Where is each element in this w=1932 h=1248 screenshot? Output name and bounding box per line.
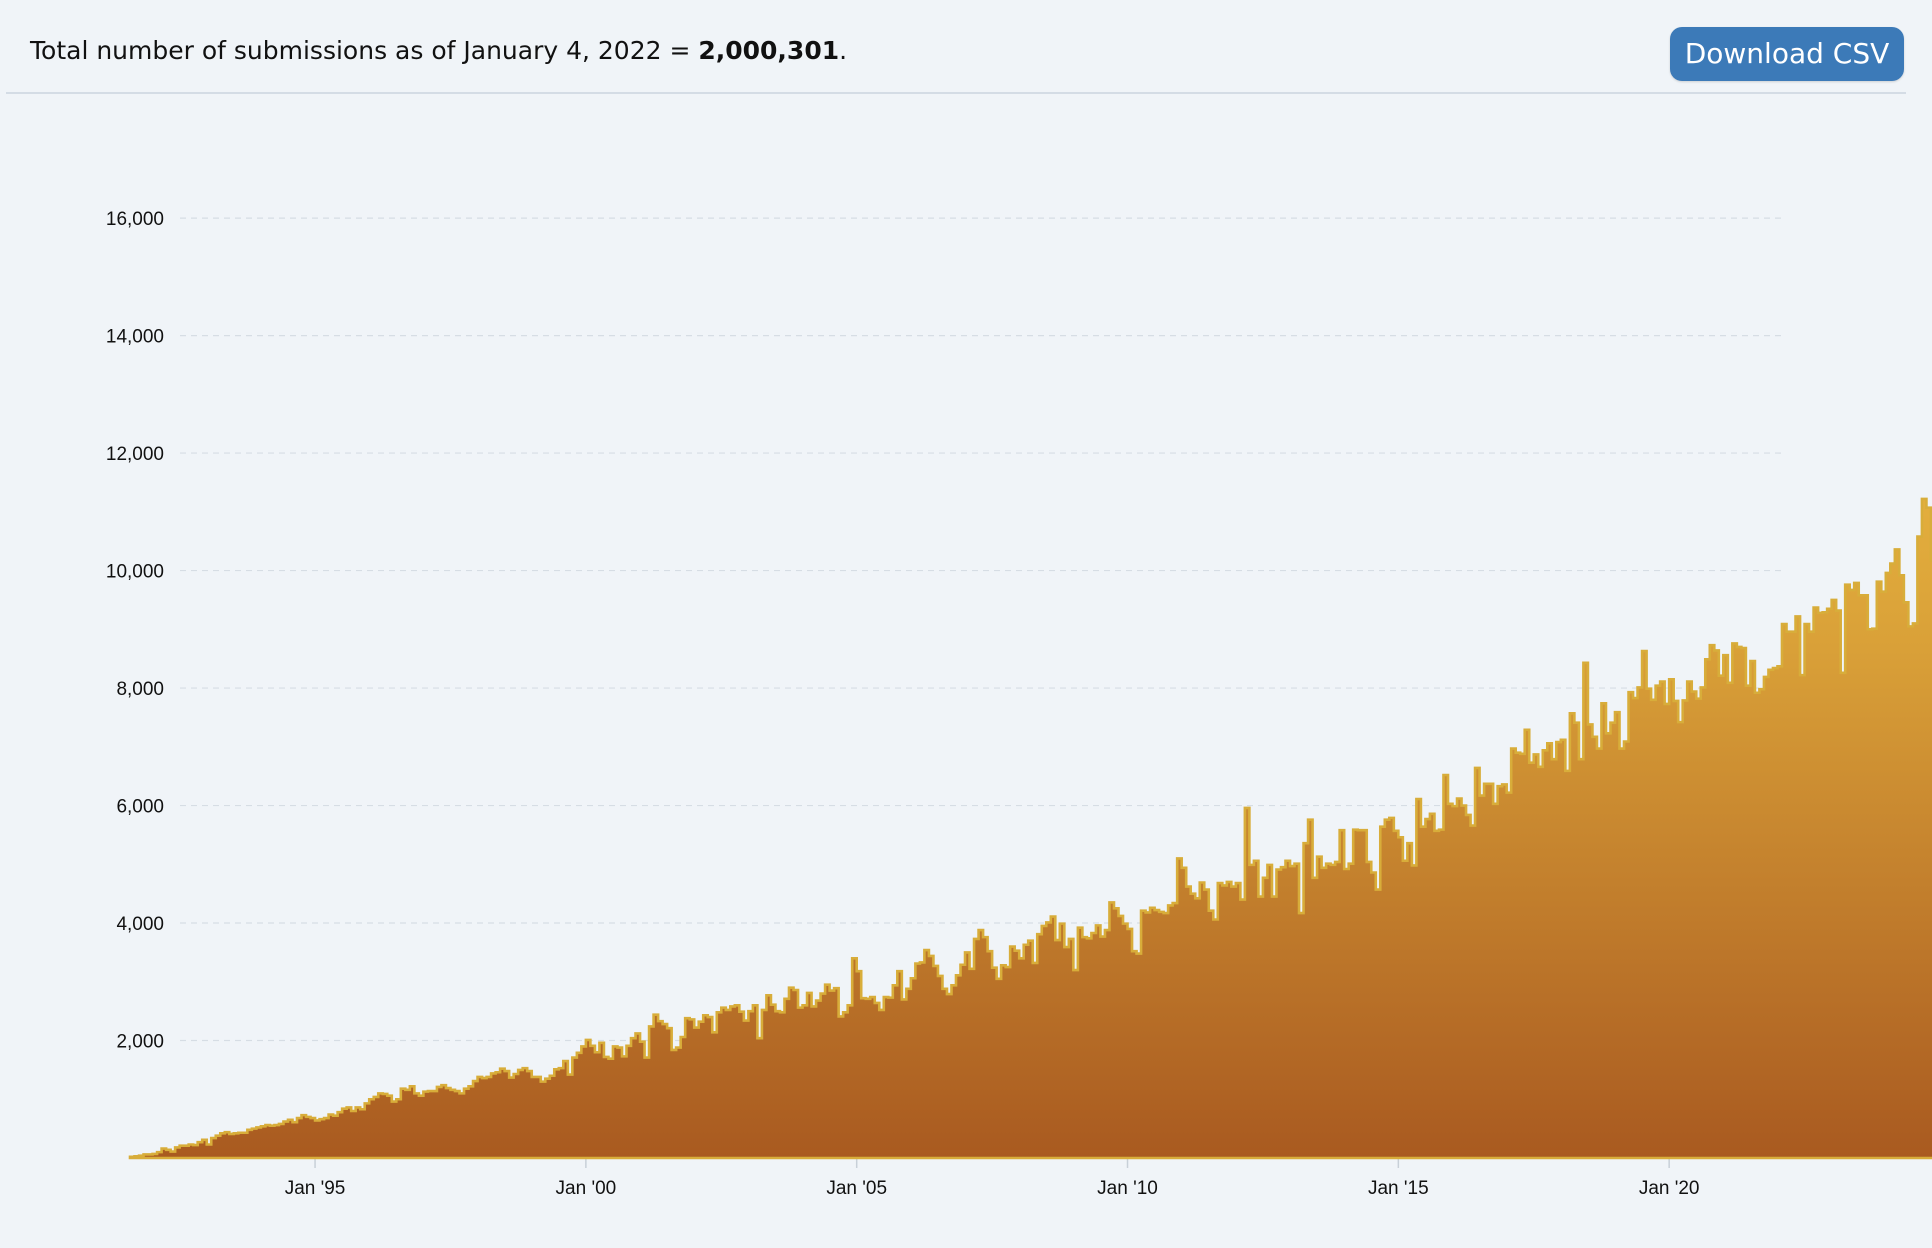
y-tick-label: 4,000 bbox=[116, 914, 164, 935]
x-tick-label: Jan '10 bbox=[1097, 1178, 1158, 1199]
submissions-series-area bbox=[128, 497, 1932, 1160]
x-tick-label: Jan '15 bbox=[1368, 1178, 1429, 1199]
x-tick-label: Jan '20 bbox=[1639, 1178, 1700, 1199]
submissions-area-chart: 2,000 4,000 6,000 8,000 10,000 12,000 14,000 16… bbox=[106, 209, 1932, 1199]
x-tick-label: Jan '05 bbox=[826, 1178, 887, 1199]
submission-summary: Total number of submissions as of Januar… bbox=[30, 36, 847, 65]
y-tick-label: 10,000 bbox=[106, 562, 164, 583]
y-tick-label: 8,000 bbox=[116, 679, 164, 700]
y-tick-label: 16,000 bbox=[106, 209, 164, 230]
x-axis: Jan '95 Jan '00 Jan '05 Jan '10 Jan '15 Jan '… bbox=[285, 1158, 1700, 1199]
summary-total: 2,000,301 bbox=[698, 36, 840, 65]
y-axis: 2,000 4,000 6,000 8,000 10,000 12,000 14,000 16… bbox=[106, 209, 164, 1052]
summary-prefix: Total number of submissions as of Januar… bbox=[30, 36, 699, 65]
summary-suffix: . bbox=[839, 36, 848, 65]
x-tick-label: Jan '95 bbox=[285, 1178, 346, 1199]
summary-header: Total number of submissions as of Januar… bbox=[6, 0, 1906, 94]
y-tick-label: 12,000 bbox=[106, 444, 164, 465]
plot-area bbox=[128, 497, 1932, 1160]
y-tick-label: 14,000 bbox=[106, 327, 164, 348]
download-csv-button[interactable]: Download CSV bbox=[1670, 27, 1904, 81]
y-tick-label: 6,000 bbox=[116, 797, 164, 818]
x-tick-label: Jan '00 bbox=[556, 1178, 617, 1199]
y-tick-label: 2,000 bbox=[116, 1032, 164, 1053]
